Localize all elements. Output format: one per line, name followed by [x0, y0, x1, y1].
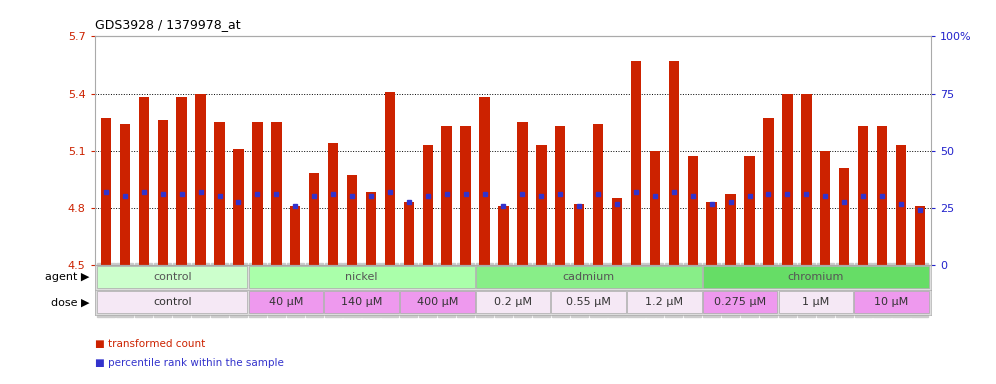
Text: control: control	[153, 272, 191, 282]
Bar	[855, 291, 929, 313]
Bar	[214, 122, 225, 265]
Bar	[744, 156, 755, 265]
Bar	[574, 204, 585, 265]
Bar	[725, 194, 736, 265]
Bar	[593, 124, 604, 265]
Bar	[858, 126, 869, 265]
Text: 140 μM: 140 μM	[341, 297, 382, 307]
Bar	[895, 145, 906, 265]
Bar	[476, 266, 701, 288]
Bar	[97, 266, 247, 288]
Bar	[801, 94, 812, 265]
Bar	[252, 122, 263, 265]
Bar	[249, 266, 474, 288]
Text: ■ percentile rank within the sample: ■ percentile rank within the sample	[95, 358, 284, 368]
Bar	[328, 143, 339, 265]
Bar	[249, 291, 323, 313]
Bar	[668, 61, 679, 265]
Bar	[782, 94, 793, 265]
Bar	[839, 168, 850, 265]
Bar	[706, 202, 717, 265]
Bar	[649, 151, 660, 265]
Bar	[325, 291, 398, 313]
Text: cadmium: cadmium	[563, 272, 615, 282]
Bar	[309, 174, 320, 265]
Text: 0.2 μM: 0.2 μM	[494, 297, 532, 307]
Bar	[97, 291, 247, 313]
Bar	[687, 156, 698, 265]
Bar	[517, 122, 528, 265]
Bar	[403, 202, 414, 265]
Text: agent ▶: agent ▶	[45, 272, 90, 282]
Bar	[157, 120, 168, 265]
Bar	[271, 122, 282, 265]
Bar	[552, 291, 625, 313]
Bar	[366, 192, 376, 265]
Bar	[630, 61, 641, 265]
Bar	[290, 206, 301, 265]
Bar	[233, 149, 244, 265]
Text: 1.2 μM: 1.2 μM	[645, 297, 683, 307]
Text: control: control	[153, 297, 191, 307]
Bar	[914, 206, 925, 265]
Bar	[138, 97, 149, 265]
Bar	[536, 145, 547, 265]
Bar	[820, 151, 831, 265]
Bar	[703, 266, 929, 288]
Bar	[195, 94, 206, 265]
Bar	[176, 97, 187, 265]
Text: 1 μM: 1 μM	[802, 297, 830, 307]
Text: 0.55 μM: 0.55 μM	[566, 297, 612, 307]
Text: 400 μM: 400 μM	[416, 297, 458, 307]
Bar	[120, 124, 130, 265]
Bar	[876, 126, 887, 265]
Bar	[479, 97, 490, 265]
Bar	[627, 291, 701, 313]
Bar	[347, 175, 358, 265]
Bar	[703, 291, 777, 313]
Bar	[612, 198, 622, 265]
Text: dose ▶: dose ▶	[51, 297, 90, 307]
Bar	[476, 291, 550, 313]
Text: chromium: chromium	[788, 272, 844, 282]
Bar	[460, 126, 471, 265]
Bar	[422, 145, 433, 265]
Bar	[779, 291, 854, 313]
Bar	[400, 291, 474, 313]
Bar	[101, 118, 112, 265]
Bar	[555, 126, 566, 265]
Bar	[763, 118, 774, 265]
Text: 40 μM: 40 μM	[269, 297, 303, 307]
Text: 0.275 μM: 0.275 μM	[714, 297, 766, 307]
Bar	[441, 126, 452, 265]
Text: nickel: nickel	[346, 272, 377, 282]
Text: GDS3928 / 1379978_at: GDS3928 / 1379978_at	[95, 18, 240, 31]
Text: ■ transformed count: ■ transformed count	[95, 339, 205, 349]
Bar	[498, 206, 509, 265]
Bar	[384, 92, 395, 265]
Text: 10 μM: 10 μM	[874, 297, 908, 307]
